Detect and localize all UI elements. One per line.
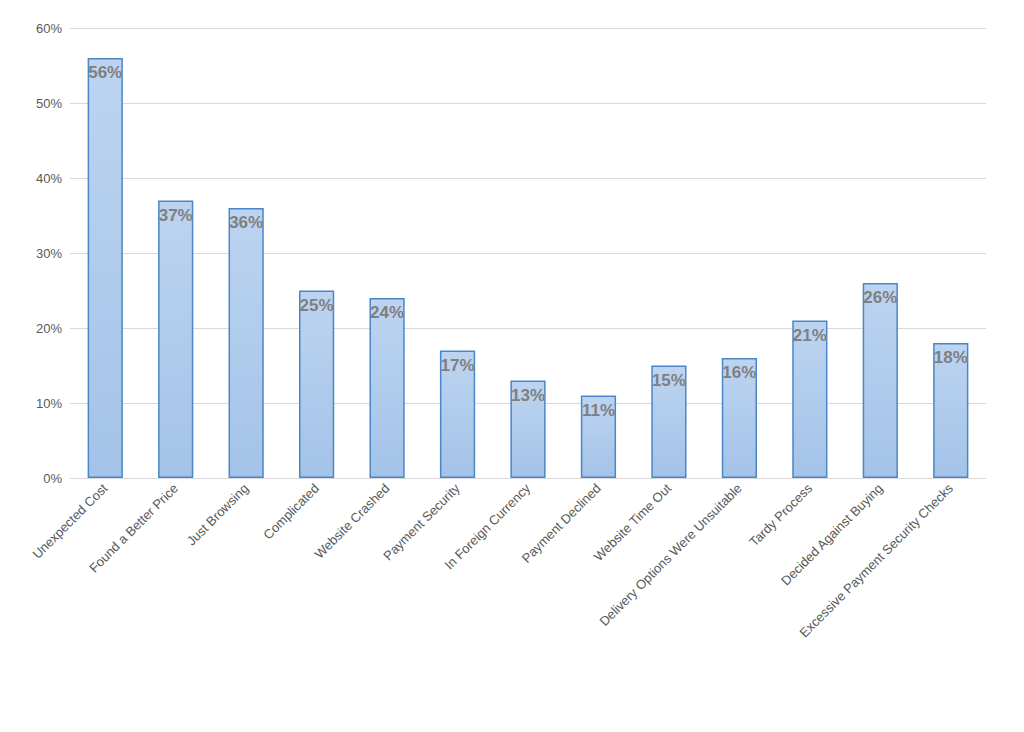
svg-text:50%: 50% — [36, 96, 62, 111]
svg-text:Just Browsing: Just Browsing — [184, 481, 252, 549]
svg-text:18%: 18% — [934, 348, 968, 367]
svg-text:21%: 21% — [793, 326, 827, 345]
svg-text:30%: 30% — [36, 246, 62, 261]
svg-text:15%: 15% — [652, 371, 686, 390]
svg-text:40%: 40% — [36, 171, 62, 186]
svg-text:60%: 60% — [36, 21, 62, 36]
svg-text:56%: 56% — [88, 63, 122, 82]
svg-text:10%: 10% — [36, 396, 62, 411]
svg-text:Complicated: Complicated — [260, 481, 322, 543]
svg-text:36%: 36% — [229, 213, 263, 232]
svg-text:26%: 26% — [863, 288, 897, 307]
svg-text:16%: 16% — [722, 363, 756, 382]
svg-text:Excessive Payment Security Che: Excessive Payment Security Checks — [796, 480, 956, 640]
svg-text:20%: 20% — [36, 321, 62, 336]
svg-text:Tardy Process: Tardy Process — [746, 480, 815, 549]
svg-text:Decided Against Buying: Decided Against Buying — [778, 480, 886, 589]
svg-text:Found a Better Price: Found a Better Price — [86, 481, 181, 576]
svg-text:37%: 37% — [159, 206, 193, 225]
svg-text:Payment Security: Payment Security — [380, 480, 463, 563]
svg-text:Website Crashed: Website Crashed — [312, 481, 393, 562]
svg-text:11%: 11% — [582, 401, 615, 420]
svg-text:13%: 13% — [511, 386, 545, 405]
svg-text:Delivery Options Were Unsuitab: Delivery Options Were Unsuitable — [596, 481, 744, 629]
svg-text:Payment Declined: Payment Declined — [518, 480, 604, 566]
svg-text:17%: 17% — [441, 356, 475, 375]
svg-text:In Foreign Currency: In Foreign Currency — [442, 480, 534, 572]
svg-text:25%: 25% — [300, 296, 334, 315]
svg-text:Unexpected Cost: Unexpected Cost — [29, 480, 110, 561]
svg-text:Website Time Out: Website Time Out — [590, 480, 675, 565]
svg-text:24%: 24% — [370, 303, 404, 322]
svg-text:0%: 0% — [43, 471, 62, 486]
